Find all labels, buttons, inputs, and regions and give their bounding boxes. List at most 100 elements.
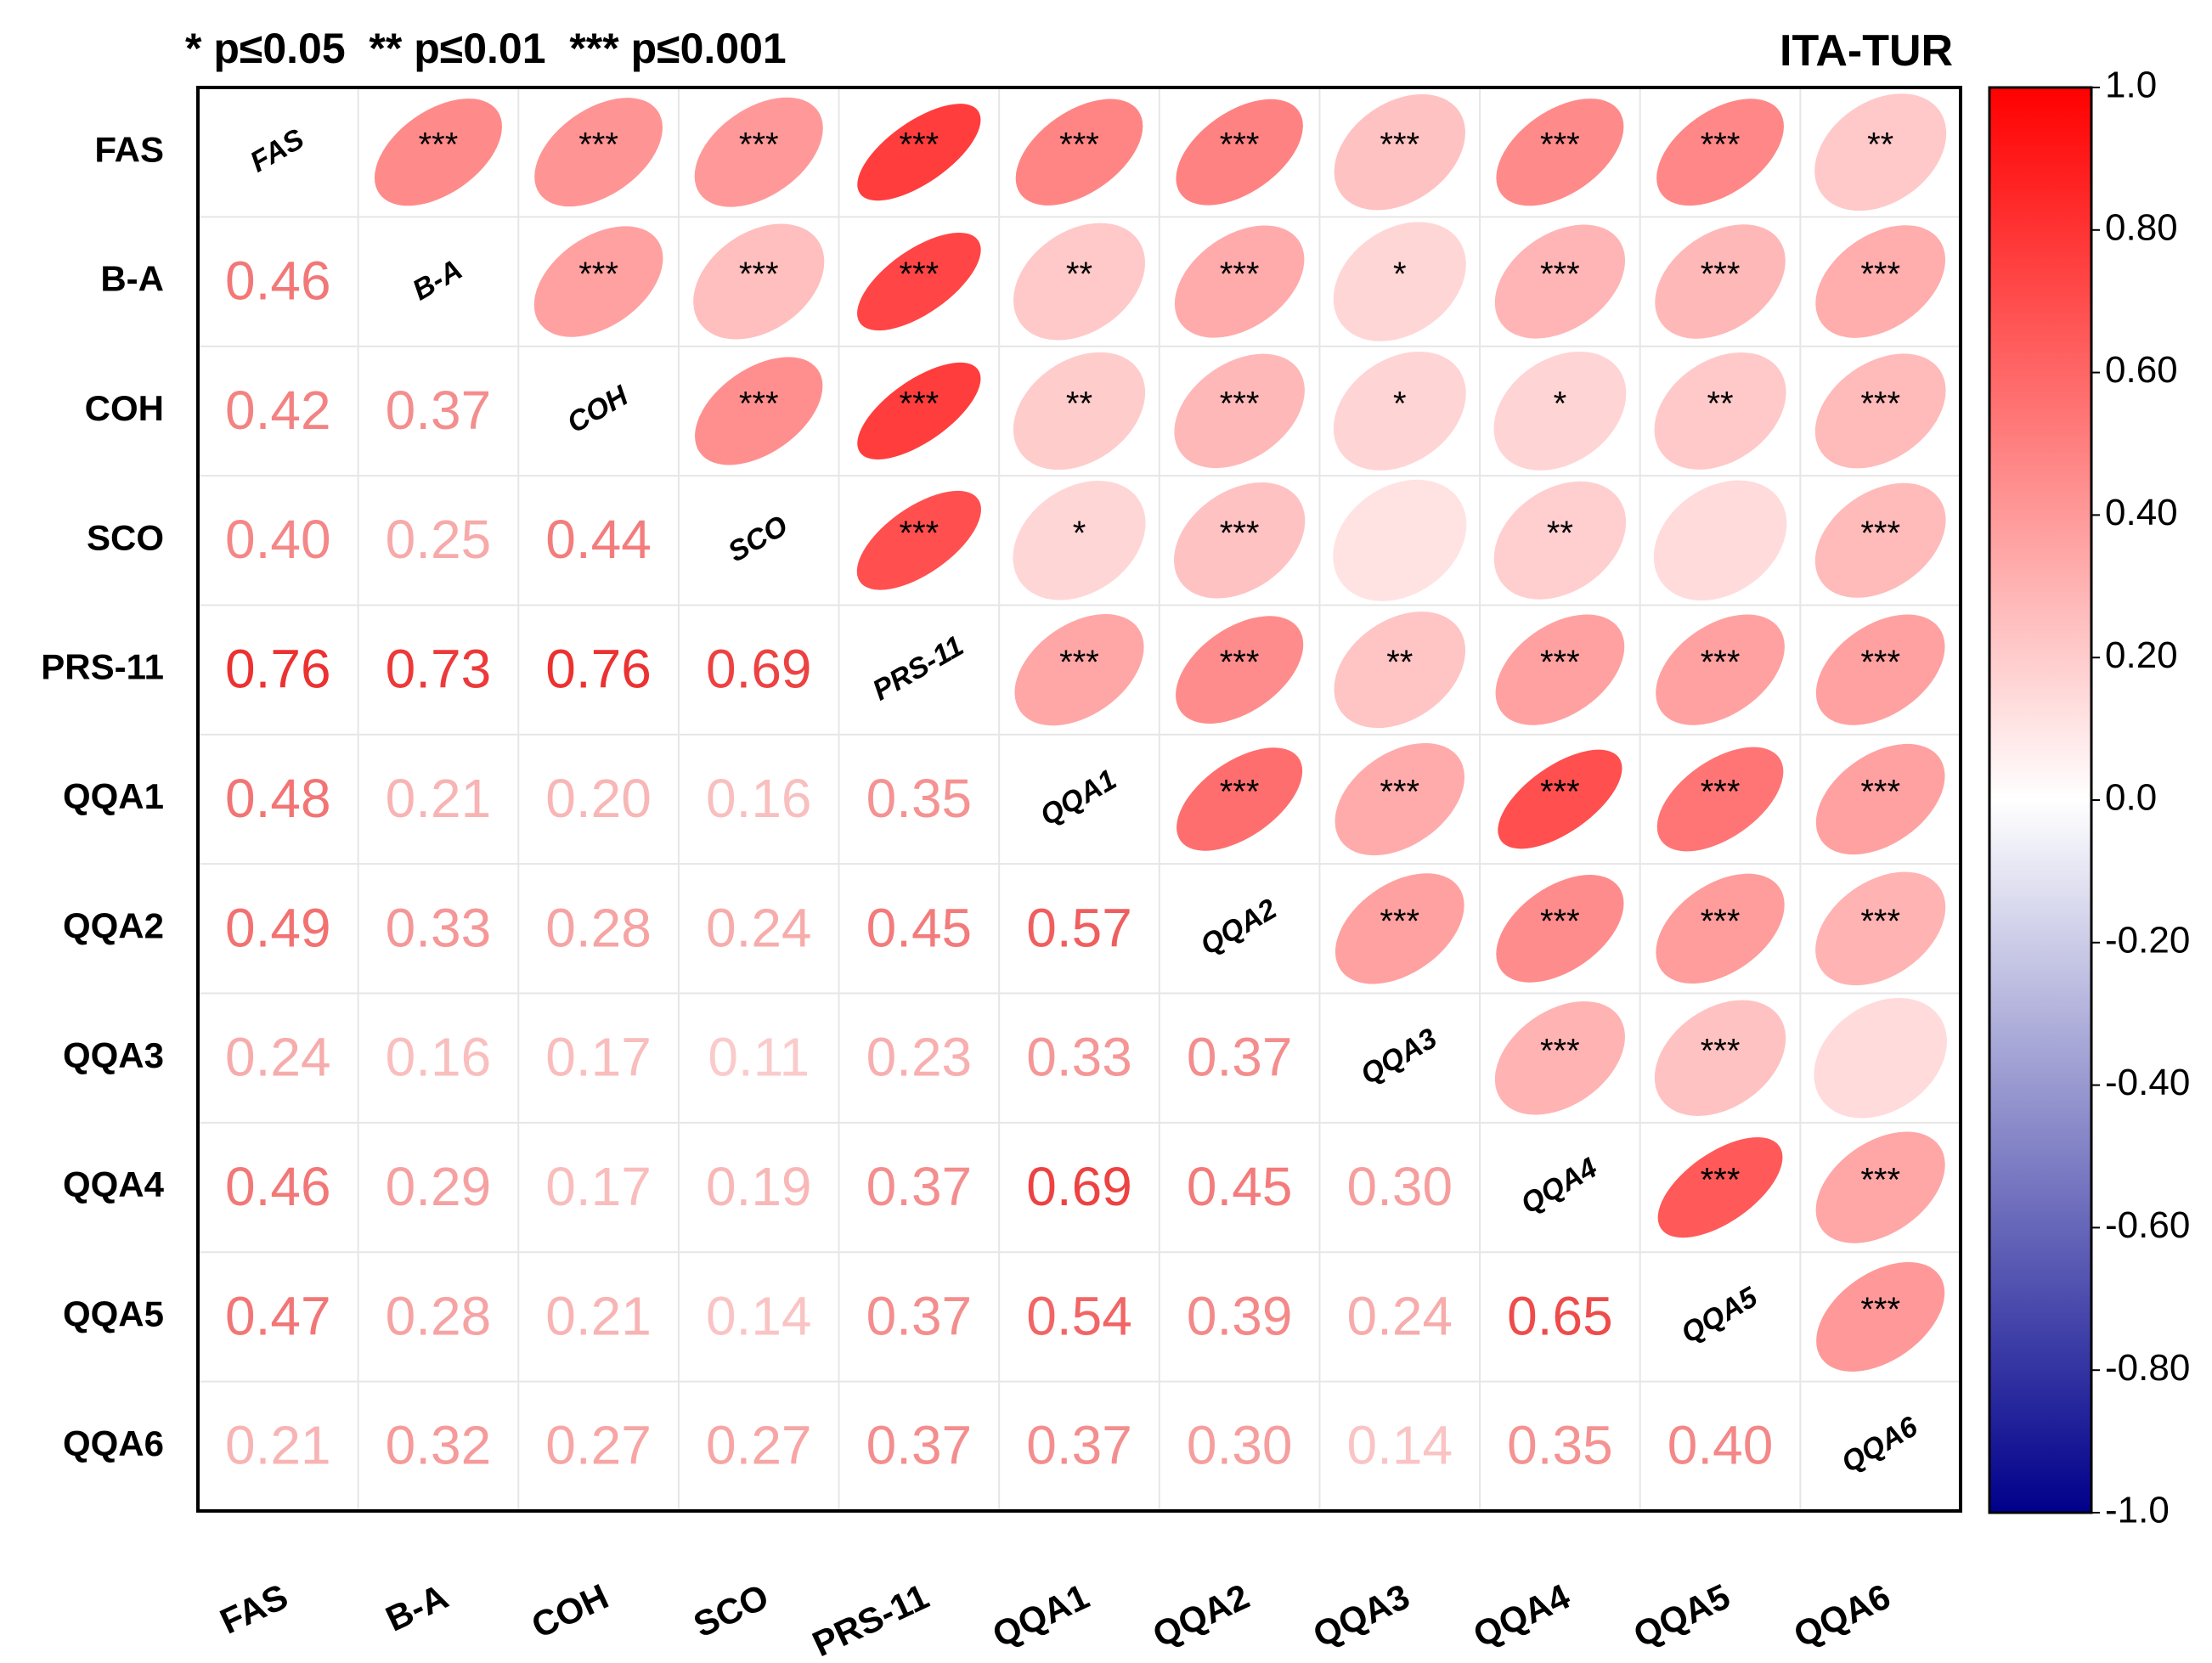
row-label: B-A <box>100 259 164 299</box>
significance-marker: *** <box>1701 774 1741 811</box>
significance-marker: * <box>1393 256 1407 293</box>
significance-marker: *** <box>1540 644 1580 681</box>
correlation-value: 0.16 <box>706 768 812 829</box>
correlation-ellipse <box>1013 223 1145 341</box>
correlation-ellipse <box>1333 479 1467 601</box>
column-label: QQA3 <box>1307 1576 1416 1655</box>
correlation-value: 0.69 <box>1026 1156 1132 1217</box>
correlation-ellipse <box>1494 1001 1625 1115</box>
column-label: FAS <box>214 1576 294 1642</box>
correlation-value: 0.33 <box>1026 1027 1132 1088</box>
significance-marker: *** <box>1701 256 1741 293</box>
significance-marker: *** <box>1701 127 1741 164</box>
correlation-value: 0.37 <box>1187 1027 1293 1088</box>
significance-marker: ** <box>1066 256 1092 293</box>
significance-marker: *** <box>1701 1032 1741 1069</box>
column-label: B-A <box>380 1576 454 1639</box>
correlation-ellipse <box>1014 614 1144 726</box>
correlation-ellipse <box>1656 747 1784 852</box>
diagonal-label: COH <box>561 379 635 439</box>
row-label: COH <box>85 388 164 428</box>
significance-marker: *** <box>900 127 940 164</box>
correlation-value: 0.21 <box>545 1285 652 1346</box>
correlation-ellipse <box>1495 614 1625 725</box>
significance-marker: * <box>1554 385 1567 422</box>
correlation-ellipse <box>1013 352 1146 471</box>
correlation-value: 0.45 <box>1187 1156 1293 1217</box>
colorbar-tick-label: -0.40 <box>2105 1062 2190 1103</box>
correlation-value: 0.28 <box>386 1285 492 1346</box>
significance-marker: *** <box>1540 1032 1580 1069</box>
significance-marker: *** <box>1220 515 1260 552</box>
column-label: QQA2 <box>1147 1576 1256 1655</box>
significance-marker: * <box>1393 385 1407 422</box>
correlation-value: 0.46 <box>225 1156 331 1217</box>
significance-marker: *** <box>1540 774 1580 811</box>
correlation-value: 0.24 <box>1346 1285 1453 1346</box>
row-label: QQA3 <box>63 1035 164 1075</box>
correlation-ellipse <box>1177 747 1303 851</box>
correlation-value: 0.49 <box>225 897 331 958</box>
correlation-value: 0.27 <box>706 1415 812 1476</box>
column-label: QQA6 <box>1787 1576 1896 1655</box>
colorbar-tick-label: 0.40 <box>2105 492 2178 533</box>
correlation-value: 0.29 <box>386 1156 492 1217</box>
correlation-ellipse <box>1656 873 1785 984</box>
correlation-ellipse <box>695 357 823 465</box>
colorbar <box>1988 86 2093 1514</box>
correlation-value: 0.76 <box>225 639 331 700</box>
row-label: QQA6 <box>63 1423 164 1463</box>
significance-marker: *** <box>1860 774 1900 811</box>
correlation-ellipse <box>694 97 823 207</box>
colorbar-tick-label: -0.80 <box>2105 1347 2190 1389</box>
diagonal-label: QQA3 <box>1356 1022 1443 1091</box>
diagonal-label: QQA5 <box>1676 1281 1763 1350</box>
significance-marker: *** <box>1059 644 1099 681</box>
correlation-ellipse <box>1656 99 1784 206</box>
significance-marker: ** <box>1066 385 1092 422</box>
correlation-ellipse <box>1176 616 1304 724</box>
correlation-value: 0.21 <box>225 1415 331 1476</box>
correlation-value: 0.37 <box>866 1285 973 1346</box>
correlation-ellipse <box>1334 612 1466 729</box>
diagonal-label: QQA6 <box>1836 1410 1923 1480</box>
significance-marker: *** <box>1220 385 1260 422</box>
significance-marker: *** <box>1540 127 1580 164</box>
correlation-value: 0.23 <box>866 1027 973 1088</box>
significance-marker: *** <box>739 127 779 164</box>
significance-marker: *** <box>1059 127 1099 164</box>
significance-marker: *** <box>1860 1162 1900 1199</box>
correlation-ellipse <box>1816 1261 1945 1372</box>
correlation-ellipse <box>1494 224 1626 339</box>
correlation-value: 0.47 <box>225 1285 331 1346</box>
correlation-value: 0.54 <box>1026 1285 1132 1346</box>
correlation-ellipse <box>857 362 981 459</box>
column-label: PRS-11 <box>806 1576 934 1663</box>
correlation-value: 0.73 <box>386 639 492 700</box>
plot-frame <box>196 86 1962 1513</box>
colorbar-tick-label: 0.0 <box>2105 777 2157 819</box>
correlation-ellipse <box>1814 998 1947 1119</box>
correlation-ellipse <box>1657 1136 1783 1238</box>
correlation-value: 0.24 <box>225 1027 331 1088</box>
correlation-value: 0.44 <box>545 509 652 570</box>
significance-marker: *** <box>1220 127 1260 164</box>
correlation-ellipse <box>1493 481 1627 600</box>
significance-marker: *** <box>1380 903 1419 940</box>
correlation-value: 0.33 <box>386 897 492 958</box>
significance-marker: ** <box>1547 515 1573 552</box>
significance-marker: *** <box>1860 903 1900 940</box>
correlation-ellipse <box>534 98 663 207</box>
colorbar-tick-label: -0.60 <box>2105 1204 2190 1246</box>
correlation-ellipse <box>1815 225 1946 338</box>
colorbar-tick-label: -1.0 <box>2105 1490 2170 1531</box>
correlation-ellipse <box>1013 481 1146 600</box>
significance-marker: *** <box>1701 903 1741 940</box>
correlation-value: 0.40 <box>1667 1415 1774 1476</box>
row-label: SCO <box>87 517 164 557</box>
correlation-value: 0.37 <box>866 1415 973 1476</box>
correlation-value: 0.57 <box>1026 897 1132 958</box>
significance-legend: * p≤0.05 ** p≤0.01 *** p≤0.001 <box>185 25 787 72</box>
chart-title: ITA-TUR <box>1780 26 1954 76</box>
significance-marker: *** <box>739 385 779 422</box>
